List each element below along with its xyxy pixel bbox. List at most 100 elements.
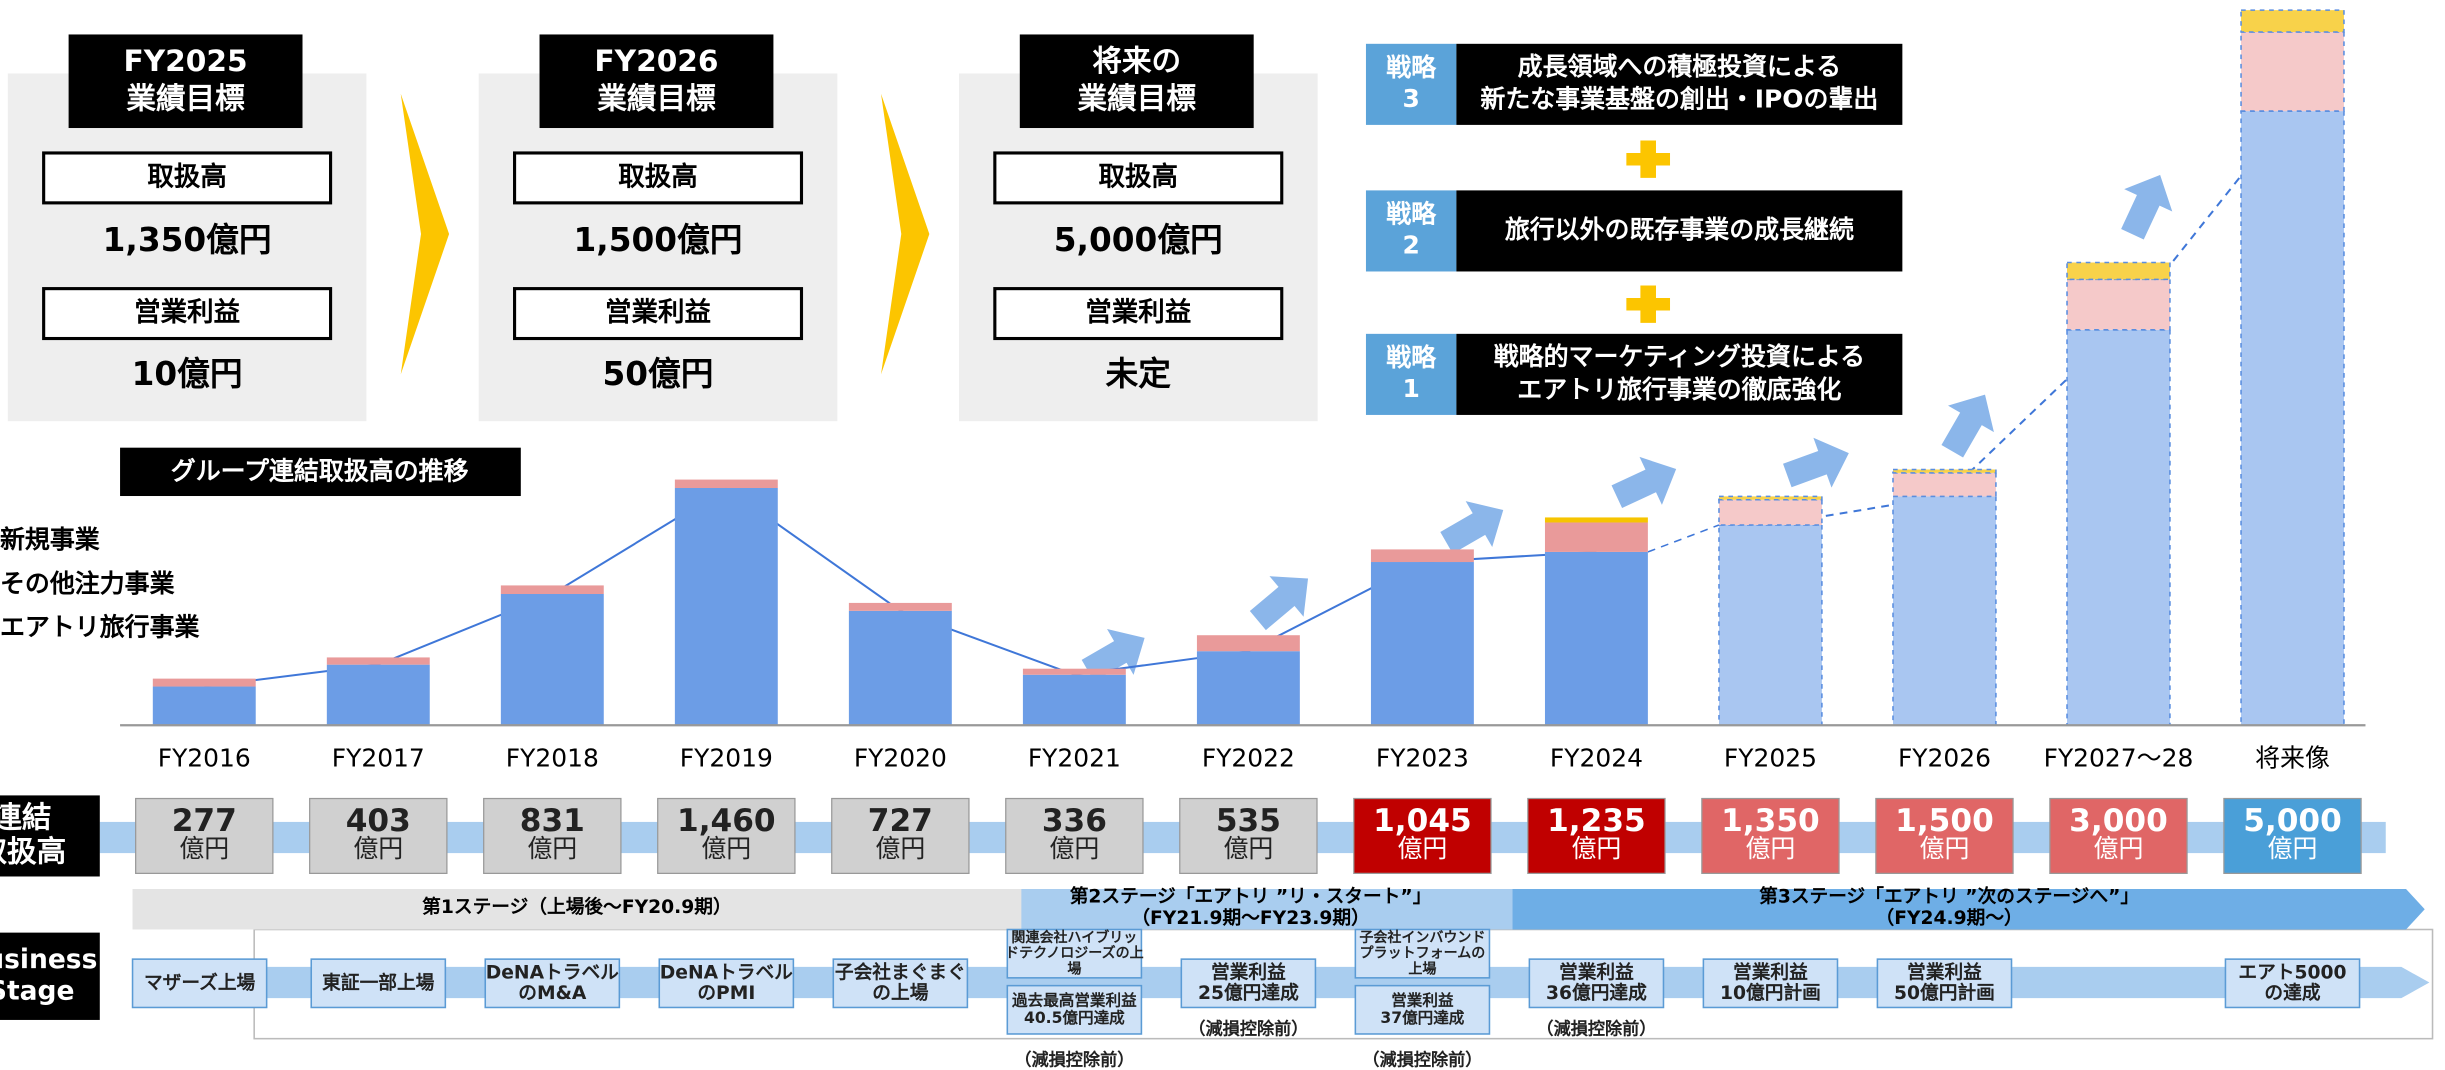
milestone-text: のPMI [697,983,755,1004]
chevron [400,93,450,375]
total-box [135,797,274,874]
total-unit: 億円 [1397,834,1447,863]
x-tick-label: 将来像 [2255,744,2330,773]
stage-arrow [1512,888,2425,930]
total-box [1179,797,1318,874]
bar-segment [1892,495,1997,727]
strategy-box [1456,43,1903,125]
strategy-label-box [1365,190,1457,272]
bar-segment [1196,635,1300,652]
bar-segment [848,602,952,611]
milestone-box [1354,984,1491,1035]
milestone-box [1876,958,2013,1009]
target-header [68,34,303,129]
milestone-text: 子会社まぐまぐ [835,962,966,984]
total-unit: 億円 [179,834,229,863]
total-box [831,797,970,874]
milestone-text: 営業利益 [1391,991,1454,1010]
target-header [539,34,774,129]
x-tick-label: FY2023 [1376,744,1469,773]
total-value: 1,350 [1721,803,1820,839]
totals-label: 連結 [0,800,51,834]
bar-segment [2240,110,2345,727]
milestone-text: 営業利益 [1907,962,1982,984]
strategy-label: 戦略 [1386,53,1437,82]
target-header [1019,34,1254,129]
milestone-box [484,958,621,1009]
bar-segment [1370,562,1474,726]
stage-text: （FY21.9期～FY23.9期） [1131,907,1369,929]
milestone-note: （減損控除前） [1362,1049,1482,1070]
total-box [2223,797,2362,874]
milestone-text: 場 [1067,960,1081,977]
target-label-box [42,151,333,205]
milestone-note: （減損控除前） [1014,1049,1134,1070]
growth-arrow [1783,437,1849,488]
trend-line-forecast [1770,110,2294,527]
target-value: 5,000億円 [1054,221,1223,259]
total-box [1527,797,1666,874]
bar-segment [1370,549,1474,563]
total-unit: 億円 [1746,834,1796,863]
milestone-note: （減損控除前） [1188,1018,1308,1039]
milestone-text: 過去最高営業利益 [1011,991,1137,1010]
strategy-box [1456,190,1903,272]
strategy-label-box [1365,333,1457,415]
target-header-text: 将来の [1092,44,1181,78]
milestone-text: プラットフォームの [1360,946,1486,962]
total-box [2049,797,2188,874]
x-tick-label: FY2019 [680,744,773,773]
total-value: 403 [346,803,411,839]
growth-arrow [1440,501,1504,554]
milestone-text: 関連会社ハイブリッ [1011,929,1137,946]
milestone-text: 10億円計画 [1720,982,1821,1004]
milestone-box [1180,958,1317,1009]
total-value: 1,460 [677,803,776,839]
bar-segment [500,585,604,594]
total-value: 1,500 [1895,803,1994,839]
x-tick-label: FY2018 [506,744,599,773]
x-tick-label: FY2026 [1898,744,1991,773]
stage-arrow [132,888,1045,930]
growth-arrow [1941,394,1994,458]
target-panel [7,73,367,422]
milestone-box [310,958,447,1009]
milestone-box [1006,928,1143,979]
total-value: 535 [1216,803,1281,839]
bar-segment [2066,278,2171,331]
target-header-text: 業績目標 [597,81,716,115]
bar-segment [152,678,256,687]
target-value: 未定 [1106,355,1172,393]
total-unit: 億円 [875,834,925,863]
strategy-label: 戦略 [1386,343,1437,372]
target-panel [958,73,1318,422]
stage-text: 第3ステージ「エアトリ ”次のステージへ”」 [1759,885,2139,907]
bar-segment [848,610,952,726]
target-label-box [993,287,1284,341]
stage-label: Business [0,944,97,975]
total-unit: 億円 [1920,834,1970,863]
chart-title-box [120,447,521,497]
milestone-text: 営業利益 [1211,962,1286,984]
total-unit: 億円 [2094,834,2144,863]
x-tick-label: FY2021 [1028,744,1121,773]
milestone-box [1702,958,1839,1009]
bar-segment [1544,522,1648,552]
milestone-box [131,958,268,1009]
target-value: 1,350億円 [103,221,272,259]
growth-arrow [1081,628,1145,682]
bar-segment [674,487,778,726]
x-tick-label: FY2024 [1550,744,1643,773]
target-label: 取扱高 [147,161,227,192]
total-unit: 億円 [701,834,751,863]
chevron [881,93,930,375]
target-label-box [42,287,333,341]
total-box [309,797,448,874]
bar-segment [326,657,430,665]
growth-arrow [1249,576,1309,631]
total-value: 3,000 [2069,803,2168,839]
total-unit: 億円 [2268,834,2318,863]
bar-segment [1892,472,1997,498]
milestone-text: の上場 [872,983,928,1004]
